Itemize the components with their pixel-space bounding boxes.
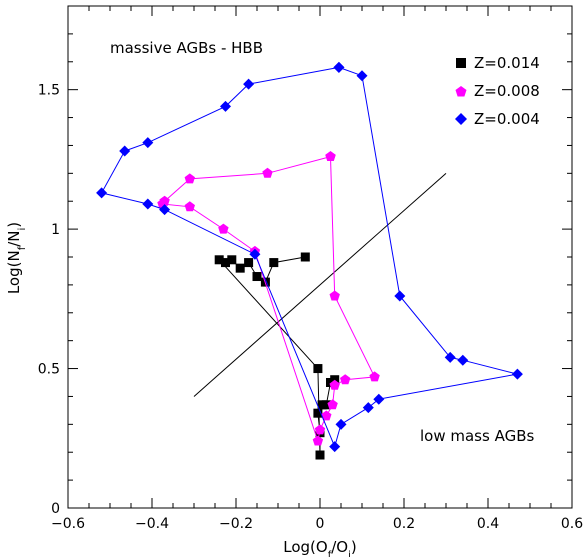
series-line [161, 156, 376, 444]
data-point [327, 399, 338, 410]
data-point [373, 393, 385, 405]
data-point [329, 441, 341, 453]
legend-marker-z0008 [455, 86, 467, 97]
data-point [330, 375, 340, 385]
data-point [315, 450, 325, 460]
data-point [356, 70, 368, 82]
data-point [325, 151, 336, 161]
x-tick-label: 0 [316, 516, 325, 532]
data-point [235, 263, 245, 273]
data-point [369, 371, 380, 382]
axis-ticks [67, 5, 573, 509]
axis-tick-labels: −0.6 −0.4 −0.2 0 0.2 0.4 0.6 0 0.5 1 1.5 [38, 83, 583, 532]
data-point [321, 410, 332, 421]
data-point [300, 252, 310, 262]
series-group [214, 252, 340, 460]
legend: Z=0.014 Z=0.008 Z=0.004 [455, 54, 540, 128]
legend-label-z0004: Z=0.004 [474, 110, 540, 128]
data-point [227, 255, 237, 265]
data-point [159, 195, 170, 206]
data-point [184, 173, 195, 184]
data-point [243, 78, 255, 90]
data-point [340, 374, 351, 385]
data-point [362, 402, 374, 414]
data-point [221, 258, 230, 268]
x-tick-label: 0.6 [561, 516, 583, 532]
data-point [142, 137, 154, 149]
data-point [394, 290, 406, 302]
annotation-low-mass-agbs: low mass AGBs [420, 427, 534, 445]
data-point [214, 255, 224, 265]
legend-marker-z0004 [455, 113, 467, 125]
x-tick-label: 0.4 [477, 516, 499, 532]
data-point [269, 258, 279, 268]
data-point [329, 290, 340, 301]
data-point [244, 258, 254, 268]
x-tick-label: −0.2 [219, 516, 253, 532]
data-point [159, 204, 171, 216]
data-series [96, 61, 523, 460]
data-point [511, 368, 523, 380]
y-tick-label: 1 [51, 222, 60, 238]
data-point [457, 354, 469, 366]
legend-marker-z0014 [456, 58, 466, 68]
data-point [218, 223, 229, 234]
reference-line [193, 172, 447, 397]
x-tick-label: −0.6 [51, 516, 85, 532]
data-point [184, 201, 195, 212]
y-axis-label: Log(Nf/Ni) [5, 222, 28, 294]
data-point [313, 364, 323, 374]
diagonal-line [193, 172, 447, 397]
y-tick-label: 0.5 [38, 362, 60, 378]
data-point [312, 435, 324, 446]
data-point [313, 408, 323, 418]
data-point [220, 100, 231, 112]
data-point [252, 272, 262, 282]
x-axis-label: Log(Of/Oi) [283, 538, 357, 557]
y-tick-label: 1.5 [38, 83, 60, 99]
data-point [96, 187, 108, 199]
data-point [321, 400, 331, 410]
data-point [142, 198, 154, 210]
series-group [96, 61, 523, 453]
series-group [157, 151, 380, 446]
legend-label-z0014: Z=0.014 [474, 54, 540, 72]
data-point [249, 248, 261, 260]
x-tick-label: −0.4 [135, 516, 169, 532]
data-point [314, 424, 326, 435]
data-point [444, 351, 456, 363]
data-point [119, 145, 131, 157]
data-point [329, 379, 340, 390]
x-tick-label: 0.2 [393, 516, 415, 532]
y-tick-label: 0 [51, 501, 60, 517]
data-point [333, 61, 345, 73]
data-point [335, 418, 347, 430]
annotation-massive-agbs: massive AGBs - HBB [110, 39, 263, 57]
data-point [262, 167, 273, 178]
legend-label-z0008: Z=0.008 [474, 82, 540, 100]
